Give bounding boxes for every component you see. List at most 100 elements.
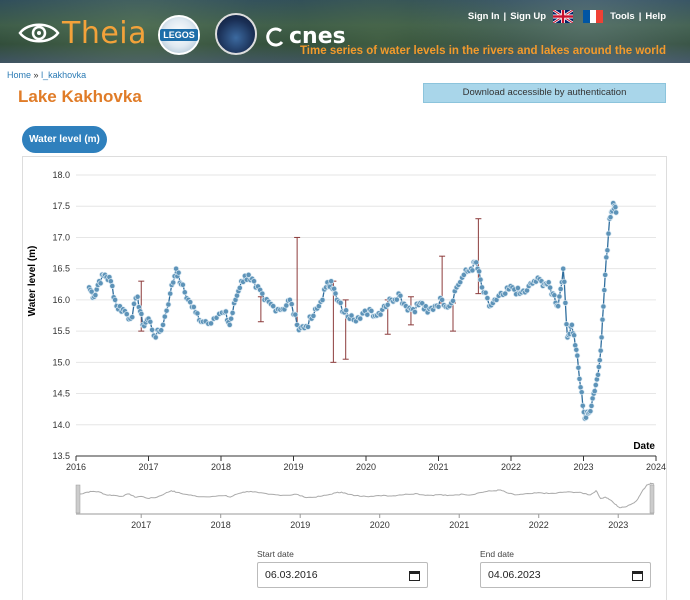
data-point: [600, 303, 607, 310]
data-point: [573, 346, 580, 353]
start-date-group: Start date 06.03.2016: [257, 549, 428, 588]
data-point: [170, 279, 177, 286]
download-button[interactable]: Download accessible by authentication: [423, 83, 666, 103]
data-point: [602, 271, 609, 278]
data-point: [595, 371, 601, 378]
data-point: [439, 296, 446, 303]
data-point: [147, 318, 154, 325]
data-point: [551, 292, 558, 299]
data-point: [592, 382, 599, 388]
y-tick-label: 15.0: [52, 357, 70, 367]
data-point: [377, 311, 384, 318]
france-flag-icon[interactable]: [583, 10, 604, 23]
breadcrumb-current[interactable]: l_kakhovka: [41, 70, 87, 80]
data-point: [357, 315, 364, 322]
data-point: [163, 307, 170, 314]
data-point: [236, 284, 243, 291]
data-point: [589, 395, 596, 402]
data-point: [337, 299, 344, 306]
data-point: [545, 279, 552, 286]
navigator-tick-label: 2019: [290, 520, 310, 530]
start-date-label: Start date: [257, 549, 294, 559]
x-tick-label: 2016: [66, 462, 86, 472]
breadcrumb: Home » l_kakhovka: [7, 70, 86, 80]
data-point: [152, 334, 159, 341]
data-point: [473, 259, 480, 266]
data-point: [469, 267, 476, 274]
x-axis-label: Date: [633, 441, 655, 452]
data-point: [574, 352, 581, 359]
data-point: [229, 309, 236, 316]
sign-in-link[interactable]: Sign In: [467, 11, 500, 22]
tools-link[interactable]: Tools: [610, 11, 635, 22]
x-tick-label: 2022: [501, 462, 521, 472]
sign-up-link[interactable]: Sign Up: [510, 11, 547, 22]
data-point: [97, 280, 104, 287]
y-axis-label: Water level (m): [27, 246, 38, 317]
nav-separator: |: [638, 11, 642, 22]
data-point: [479, 284, 485, 291]
data-point: [343, 307, 350, 314]
data-point: [568, 321, 575, 328]
ctoh-logo[interactable]: [215, 13, 257, 55]
y-tick-label: 16.0: [52, 295, 70, 305]
data-point: [187, 299, 194, 306]
end-date-label: End date: [480, 549, 515, 559]
end-date-value: 04.06.2023: [488, 569, 541, 581]
data-point: [190, 304, 197, 310]
end-date-group: End date 04.06.2023: [480, 549, 651, 588]
x-tick-label: 2023: [573, 462, 593, 472]
data-point: [283, 302, 290, 309]
calendar-icon[interactable]: [409, 570, 420, 581]
navigator-handle-right[interactable]: [649, 484, 655, 514]
start-date-value: 06.03.2016: [265, 569, 318, 581]
data-point: [450, 297, 456, 304]
x-tick-label: 2021: [428, 462, 448, 472]
x-tick-label: 2024: [646, 462, 666, 472]
data-point: [555, 303, 562, 310]
data-point: [596, 357, 603, 364]
theia-brand-text: Theia: [62, 15, 148, 51]
data-point: [575, 364, 582, 371]
data-point: [612, 204, 619, 211]
navigator-tick-label: 2023: [608, 520, 628, 530]
top-navigation: Sign In | Sign Up Tools | Help: [468, 10, 666, 23]
data-point: [547, 284, 554, 291]
data-point: [579, 402, 586, 409]
calendar-icon[interactable]: [632, 570, 643, 581]
nav-separator: |: [503, 11, 507, 22]
y-tick-label: 17.5: [52, 201, 70, 211]
help-link[interactable]: Help: [645, 11, 666, 22]
data-point: [560, 265, 567, 272]
end-date-input[interactable]: 04.06.2023: [480, 562, 651, 588]
start-date-input[interactable]: 06.03.2016: [257, 562, 428, 588]
data-point: [109, 283, 116, 289]
data-point: [597, 347, 604, 354]
navigator-handle-left[interactable]: [75, 484, 81, 514]
uk-flag-icon[interactable]: [553, 10, 574, 23]
x-tick-label: 2017: [138, 462, 158, 472]
x-tick-label: 2019: [283, 462, 303, 472]
breadcrumb-home[interactable]: Home: [7, 70, 32, 80]
x-tick-label: 2020: [356, 462, 376, 472]
cnes-logo[interactable]: cnes: [266, 24, 346, 49]
y-tick-label: 14.0: [52, 420, 70, 430]
data-point: [384, 301, 391, 308]
legos-logo[interactable]: LEGOS: [158, 15, 200, 55]
y-tick-label: 17.0: [52, 232, 70, 242]
data-point: [561, 278, 568, 285]
y-tick-label: 16.5: [52, 264, 70, 274]
data-point: [603, 254, 610, 261]
navigator-tick-label: 2018: [211, 520, 231, 530]
page-title: Lake Kakhovka: [18, 87, 142, 106]
data-point: [305, 323, 311, 330]
tab-water-level[interactable]: Water level (m): [22, 126, 107, 153]
data-point: [477, 276, 484, 283]
theia-logo[interactable]: Theia: [18, 15, 148, 51]
data-point: [604, 247, 611, 254]
data-point: [328, 278, 335, 285]
y-tick-label: 18.0: [52, 170, 70, 180]
data-point: [577, 384, 584, 391]
data-point: [160, 321, 166, 328]
navigator-tick-label: 2020: [370, 520, 390, 530]
